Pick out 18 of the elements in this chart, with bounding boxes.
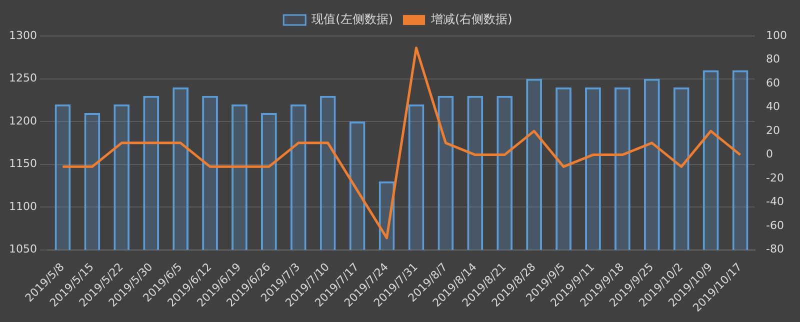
y2-tick-label: -80 (766, 242, 784, 256)
y2-tick-label: 100 (766, 28, 788, 42)
y-tick-label: 1250 (8, 72, 37, 85)
y2-tick-label: 80 (766, 52, 780, 66)
y2-tick-label: 0 (766, 148, 774, 161)
y-tick-label: 1050 (8, 242, 37, 256)
y2-tick-label: -20 (766, 171, 784, 184)
y2-tick-label: 40 (766, 100, 780, 114)
legend-label: 增减(右侧数据) (430, 12, 512, 26)
y2-tick-label: -60 (766, 218, 784, 232)
y2-tick-label: -40 (766, 195, 784, 208)
y-tick-label: 1300 (8, 28, 37, 42)
legend-label: 现值(左侧数据) (312, 12, 394, 26)
y-tick-label: 1100 (8, 200, 37, 213)
y-tick-label: 1150 (8, 157, 37, 170)
y-tick-label: 1200 (8, 114, 37, 128)
y2-tick-label: 20 (766, 124, 780, 137)
y2-tick-label: 60 (766, 76, 780, 90)
